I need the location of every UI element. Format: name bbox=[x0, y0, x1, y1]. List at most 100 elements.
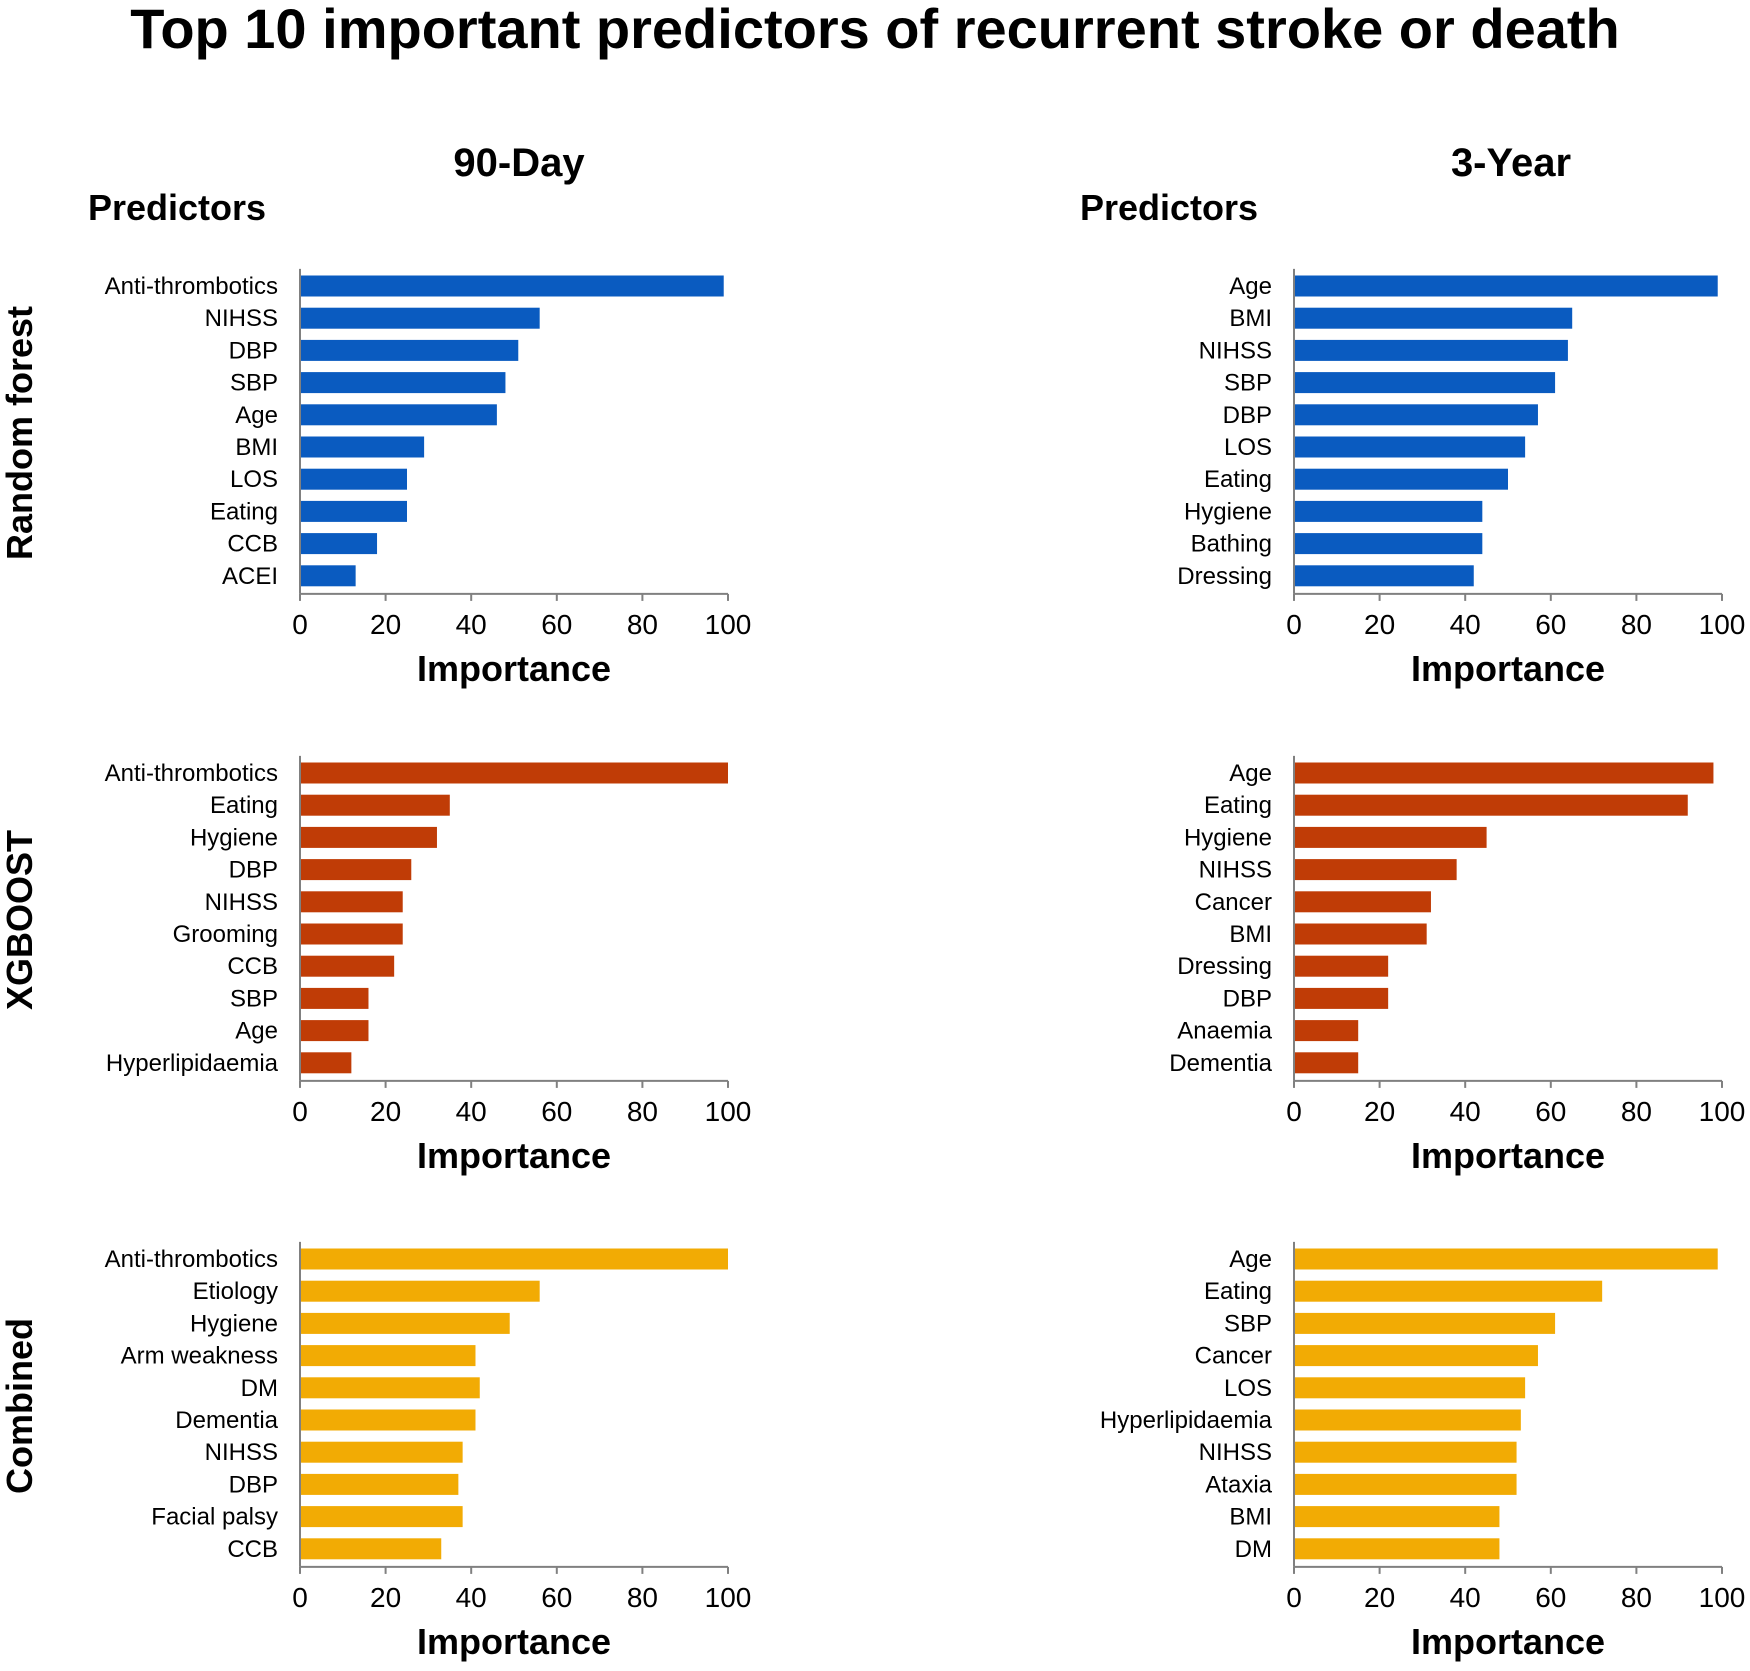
category-label: Facial palsy bbox=[151, 1504, 278, 1531]
bar-sbp bbox=[301, 372, 506, 394]
bar-anti-thrombotics bbox=[301, 275, 724, 297]
category-label: Eating bbox=[210, 792, 278, 819]
category-label: NIHSS bbox=[205, 305, 278, 332]
bar-nihss bbox=[301, 307, 540, 329]
bar-dressing bbox=[1295, 955, 1389, 977]
x-tick-label: 0 bbox=[292, 1096, 308, 1127]
x-axis-title: Importance bbox=[417, 648, 611, 689]
x-tick-label: 80 bbox=[1621, 1582, 1652, 1613]
category-label: Eating bbox=[1204, 1278, 1272, 1305]
x-tick-label: 40 bbox=[1450, 609, 1481, 640]
category-label: LOS bbox=[230, 466, 278, 493]
x-tick-label: 40 bbox=[1450, 1582, 1481, 1613]
category-label: Cancer bbox=[1195, 1343, 1272, 1370]
category-label: Anti-thrombotics bbox=[105, 273, 278, 300]
bar-eating bbox=[1295, 794, 1688, 816]
x-axis-title: Importance bbox=[1411, 648, 1605, 689]
bar-dbp bbox=[301, 859, 412, 881]
panel-combined-90-day: Anti-thrombotics Etiology Hygiene Arm weakn… bbox=[105, 1241, 751, 1662]
x-tick-label: 100 bbox=[705, 1096, 752, 1127]
bar-hygiene bbox=[301, 1312, 510, 1334]
x-tick-label: 20 bbox=[1364, 1582, 1395, 1613]
category-label: NIHSS bbox=[205, 1439, 278, 1466]
chart-panels: Anti-thrombotics NIHSS DBP SBP Age BMI LOS Eati… bbox=[105, 268, 1746, 1662]
bar-nihss bbox=[301, 891, 403, 913]
bar-age bbox=[1295, 762, 1714, 784]
x-tick-label: 20 bbox=[370, 1582, 401, 1613]
predictors-heading-3-year: Predictors bbox=[1080, 187, 1258, 228]
x-tick-label: 80 bbox=[1621, 609, 1652, 640]
category-label: BMI bbox=[1229, 305, 1272, 332]
category-label: Dressing bbox=[1177, 953, 1272, 980]
category-label: Anti-thrombotics bbox=[105, 760, 278, 787]
panel-random-forest-3-year: Age BMI NIHSS SBP DBP LOS Eating Hygiene Bathing… bbox=[1177, 268, 1745, 689]
panel-combined-3-year: Age Eating SBP Cancer LOS Hyperlipidaemia NIHS… bbox=[1100, 1241, 1746, 1662]
category-label: Anaemia bbox=[1177, 1018, 1272, 1045]
category-label: Bathing bbox=[1191, 531, 1272, 558]
category-label: Grooming bbox=[173, 921, 278, 948]
bar-hygiene bbox=[1295, 826, 1487, 848]
figure-title: Top 10 important predictors of recurrent… bbox=[130, 0, 1619, 60]
category-label: CCB bbox=[227, 953, 278, 980]
category-label: DBP bbox=[1223, 402, 1272, 429]
x-tick-label: 0 bbox=[292, 609, 308, 640]
category-label: Age bbox=[235, 402, 278, 429]
bar-nihss bbox=[1295, 339, 1568, 361]
category-label: Hygiene bbox=[190, 1310, 278, 1337]
bar-los bbox=[301, 468, 407, 490]
bar-cancer bbox=[1295, 1345, 1538, 1367]
x-tick-label: 60 bbox=[1535, 609, 1566, 640]
category-label: DM bbox=[1235, 1536, 1272, 1563]
category-label: Hygiene bbox=[1184, 498, 1272, 525]
x-tick-label: 20 bbox=[1364, 609, 1395, 640]
category-label: Hygiene bbox=[1184, 824, 1272, 851]
category-label: Etiology bbox=[193, 1278, 278, 1305]
panel-random-forest-90-day: Anti-thrombotics NIHSS DBP SBP Age BMI LOS Eati… bbox=[105, 268, 751, 689]
bar-ataxia bbox=[1295, 1473, 1517, 1495]
category-label: Age bbox=[1229, 273, 1272, 300]
x-tick-label: 20 bbox=[1364, 1096, 1395, 1127]
category-label: SBP bbox=[1224, 1310, 1272, 1337]
x-tick-label: 20 bbox=[370, 609, 401, 640]
predictors-heading-90-day: Predictors bbox=[88, 187, 266, 228]
bar-acei bbox=[301, 565, 356, 587]
bar-facial-palsy bbox=[301, 1506, 463, 1528]
bar-anaemia bbox=[1295, 1020, 1359, 1042]
bar-sbp bbox=[1295, 372, 1556, 394]
category-label: DBP bbox=[229, 1471, 278, 1498]
x-axis-title: Importance bbox=[417, 1135, 611, 1176]
x-tick-label: 60 bbox=[1535, 1096, 1566, 1127]
category-label: BMI bbox=[1229, 1504, 1272, 1531]
bar-sbp bbox=[301, 987, 369, 1009]
bar-bmi bbox=[301, 436, 425, 458]
bar-sbp bbox=[1295, 1312, 1556, 1334]
row-label-combined: Combined bbox=[0, 1318, 40, 1494]
x-tick-label: 100 bbox=[1699, 1582, 1746, 1613]
row-label-random-forest: Random forest bbox=[0, 306, 40, 560]
bar-dm bbox=[1295, 1538, 1500, 1560]
bar-anti-thrombotics bbox=[301, 762, 728, 784]
x-tick-label: 60 bbox=[541, 1096, 572, 1127]
x-tick-label: 40 bbox=[456, 1582, 487, 1613]
bar-eating bbox=[1295, 1280, 1603, 1302]
category-label: Anti-thrombotics bbox=[105, 1246, 278, 1273]
x-tick-label: 60 bbox=[541, 1582, 572, 1613]
bar-age bbox=[1295, 275, 1718, 297]
category-label: NIHSS bbox=[1199, 337, 1272, 364]
x-axis-title: Importance bbox=[1411, 1135, 1605, 1176]
bar-los bbox=[1295, 1377, 1526, 1399]
bar-dressing bbox=[1295, 565, 1474, 587]
x-tick-label: 0 bbox=[1286, 609, 1302, 640]
bar-anti-thrombotics bbox=[301, 1248, 728, 1270]
bar-bmi bbox=[1295, 307, 1573, 329]
bar-dm bbox=[301, 1377, 480, 1399]
category-label: SBP bbox=[1224, 370, 1272, 397]
bar-cancer bbox=[1295, 891, 1431, 913]
bar-bmi bbox=[1295, 1506, 1500, 1528]
category-label: DBP bbox=[1223, 985, 1272, 1012]
category-label: BMI bbox=[235, 434, 278, 461]
bar-nihss bbox=[301, 1441, 463, 1463]
category-label: Age bbox=[235, 1018, 278, 1045]
x-tick-label: 0 bbox=[292, 1582, 308, 1613]
x-tick-label: 40 bbox=[1450, 1096, 1481, 1127]
